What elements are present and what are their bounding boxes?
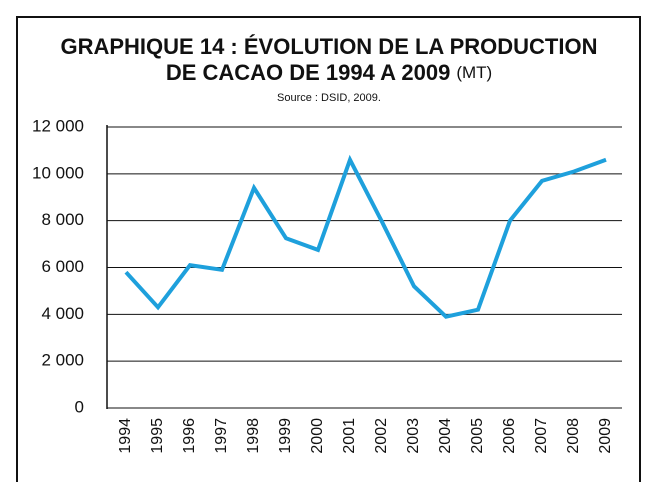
x-tick-label: 2006 bbox=[501, 418, 518, 454]
x-tick-label: 1995 bbox=[149, 418, 166, 454]
y-tick-label: 12 000 bbox=[32, 116, 84, 135]
x-tick-label: 2002 bbox=[373, 418, 390, 454]
chart-title-line: DE CACAO DE 1994 A 2009 (MT) bbox=[166, 60, 492, 85]
y-tick-label: 10 000 bbox=[32, 163, 84, 182]
x-tick-label: 2001 bbox=[341, 418, 358, 454]
x-tick-label: 2005 bbox=[469, 418, 486, 454]
source: Source : DSID, 2009. bbox=[277, 92, 381, 104]
x-tick-label: 2004 bbox=[437, 418, 454, 454]
x-tick-label: 2007 bbox=[533, 418, 550, 454]
y-tick-label: 2 000 bbox=[41, 351, 84, 370]
y-tick-label: 0 bbox=[75, 397, 84, 416]
x-tick-label: 2000 bbox=[309, 418, 326, 454]
x-tick-label: 2009 bbox=[597, 418, 614, 454]
x-tick-label: 2008 bbox=[565, 418, 582, 454]
frame bbox=[16, 16, 641, 482]
y-tick-label: 4 000 bbox=[41, 304, 84, 323]
x-tick-label: 1997 bbox=[213, 418, 230, 454]
y-tick-label: 6 000 bbox=[41, 257, 84, 276]
x-tick-label: 2003 bbox=[405, 418, 422, 454]
x-tick-label: 1996 bbox=[181, 418, 198, 454]
y-tick-label: 8 000 bbox=[41, 210, 84, 229]
x-tick-label: 1998 bbox=[245, 418, 262, 454]
chart-title: DE CACAO DE 1994 A 2009 bbox=[166, 60, 451, 85]
unit: (MT) bbox=[456, 63, 492, 82]
x-tick-label: 1999 bbox=[277, 418, 294, 454]
chart-title: GRAPHIQUE 14 : ÉVOLUTION DE LA PRODUCTIO… bbox=[60, 34, 597, 59]
x-tick-label: 1994 bbox=[117, 418, 134, 454]
data-line bbox=[124, 154, 607, 319]
